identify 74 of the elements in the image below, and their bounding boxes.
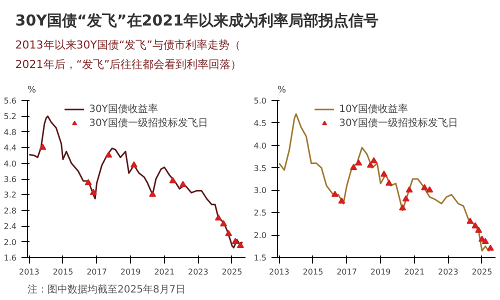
point: [380, 170, 388, 177]
x-tick-label: 2017: [336, 268, 357, 276]
point: [179, 180, 186, 188]
x-tick-label: 2013: [19, 268, 40, 276]
point: [399, 204, 406, 210]
y-tick-label: 5.0: [254, 96, 267, 106]
legend-label: 30Y国债一级招投标发飞日: [89, 116, 208, 130]
x-tick-label: 2015: [302, 268, 324, 276]
y-tick-label: 2.0: [254, 231, 267, 240]
x-tick-label: 2025: [222, 268, 242, 276]
y-tick-label: 3.0: [254, 186, 267, 196]
y-tick-label: 4.0: [4, 159, 17, 168]
point: [220, 220, 228, 226]
x-tick-label: 2015: [52, 268, 74, 276]
x-tick-label: 2017: [86, 268, 107, 276]
point: [169, 177, 176, 184]
point: [232, 238, 239, 244]
y-tick-label: 2.5: [254, 208, 267, 218]
y-tick-label: 5.6: [4, 96, 17, 106]
y-axis-title: %: [278, 86, 286, 96]
y-tick-label: 3.6: [4, 175, 17, 184]
x-tick-label: 2013: [269, 268, 290, 276]
x-tick-label: 2021: [154, 268, 175, 276]
point: [214, 214, 222, 220]
point: [486, 244, 494, 251]
x-tick-label: 2019: [370, 268, 391, 276]
y-tick-label: 2.8: [4, 206, 17, 216]
legend-label: 30Y国债收益率: [89, 102, 158, 116]
point: [421, 184, 428, 190]
y-tick-label: 4.4: [4, 144, 17, 153]
point: [225, 230, 232, 236]
line-series: [28, 115, 243, 248]
x-tick-label: 2023: [438, 268, 458, 276]
point: [105, 151, 112, 158]
text: 注：图中数据均截至2025年8月7日: [28, 284, 186, 296]
x-tick-label: 2023: [188, 268, 208, 276]
y-tick-label: 1.6: [4, 254, 17, 262]
y-tick-label: 4.0: [254, 141, 267, 150]
point: [90, 188, 97, 195]
chart-subtitle: 2013年以来30Y国债“发飞”与债市利率走势（2021年后，“发飞”后往往都会看到利率回落）: [15, 38, 242, 72]
point: [338, 197, 346, 204]
y-tick-label: 3.5: [254, 164, 267, 173]
chart-title: 30Y国债“发飞”在2021年以来成为利率局部拐点信号: [15, 11, 379, 30]
point: [39, 144, 46, 150]
point: [366, 162, 374, 168]
legend-label: 10Y国债收益率: [339, 102, 408, 116]
point: [149, 190, 156, 197]
y-tick-label: 2.0: [4, 238, 17, 247]
y-tick-label: 4.8: [4, 128, 17, 137]
point: [331, 190, 338, 197]
point: [402, 195, 410, 202]
point: [84, 178, 92, 186]
point: [350, 164, 358, 170]
point: [386, 180, 393, 186]
point: [475, 226, 482, 233]
point: [130, 161, 138, 168]
point: [472, 222, 479, 228]
y-tick-label: 2.4: [4, 222, 17, 232]
y-tick-label: 5.2: [4, 112, 17, 122]
point: [355, 159, 362, 166]
point: [466, 218, 474, 224]
x-tick-label: 2025: [472, 268, 492, 276]
x-tick-label: 2019: [120, 268, 141, 276]
x-tick-label: 2021: [404, 268, 425, 276]
point: [426, 186, 434, 192]
legend-label: 30Y国债一级招投标发飞日: [339, 116, 458, 130]
y-tick-label: 4.5: [254, 118, 267, 128]
y-tick-label: 3.2: [4, 190, 17, 200]
point: [406, 186, 413, 192]
point: [370, 157, 378, 164]
y-tick-label: 1.5: [254, 254, 267, 262]
point: [236, 242, 244, 248]
point: [482, 238, 489, 244]
y-axis-title: %: [28, 86, 36, 96]
